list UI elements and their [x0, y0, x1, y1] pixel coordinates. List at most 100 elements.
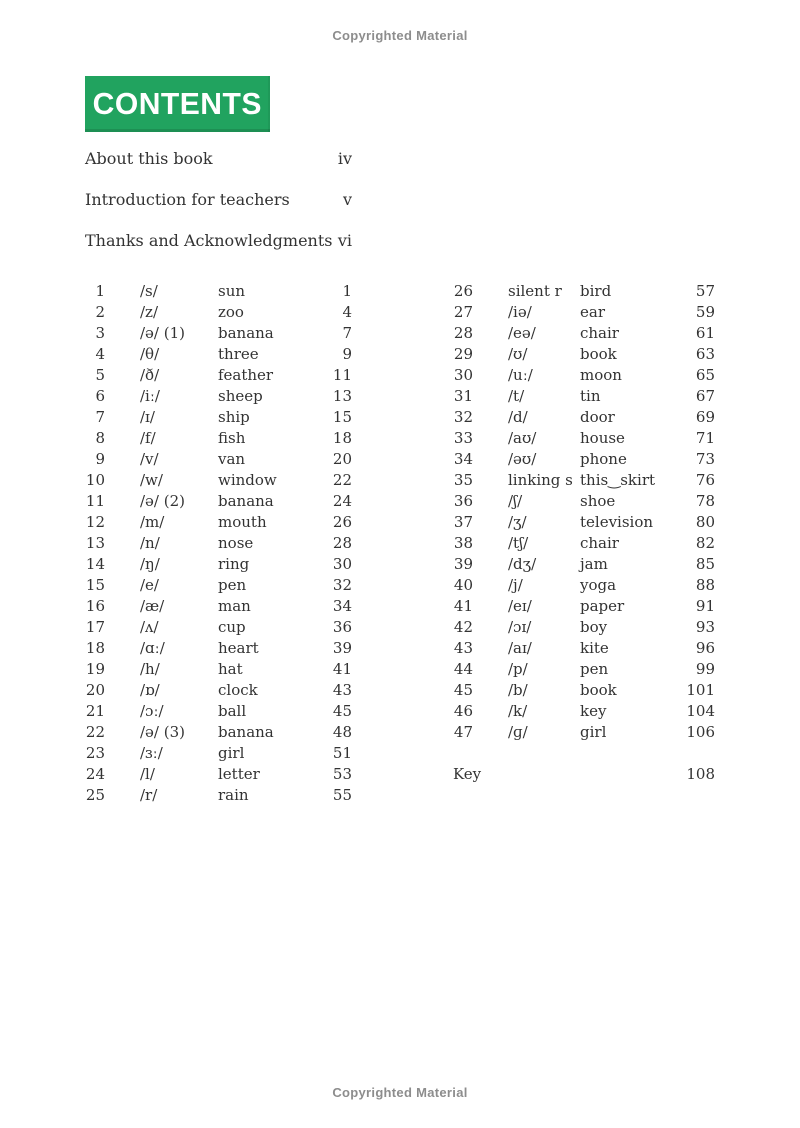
unit-number: 2: [95, 303, 105, 321]
unit-page: 26: [332, 513, 352, 531]
unit-word: sun: [218, 282, 246, 300]
unit-symbol: /əʊ/: [508, 450, 537, 468]
page-title: CONTENTS: [92, 86, 263, 121]
unit-number: 33: [453, 429, 473, 447]
contents-row: 19 /h/ hat 41: [85, 659, 352, 680]
unit-symbol: /ɔɪ/: [508, 618, 532, 636]
unit-page: 28: [332, 534, 352, 552]
unit-symbol: linking s: [508, 471, 573, 489]
unit-number: 45: [453, 681, 473, 699]
contents-row: 45 /b/ book 101: [453, 680, 715, 701]
unit-number: 8: [95, 429, 105, 447]
front-matter-list: About this book iv Introduction for teac…: [85, 150, 352, 273]
unit-page: 57: [695, 282, 715, 300]
unit-word: ball: [218, 702, 247, 720]
contents-row: 7 /ɪ/ ship 15: [85, 407, 352, 428]
unit-page: 45: [332, 702, 352, 720]
unit-symbol: /ɪ/: [140, 408, 155, 426]
unit-word: door: [580, 408, 615, 426]
unit-number: 17: [85, 618, 105, 636]
unit-word: hat: [218, 660, 243, 678]
unit-number: 26: [453, 282, 473, 300]
contents-row: 20 /ɒ/ clock 43: [85, 680, 352, 701]
contents-row: 28 /eə/ chair 61: [453, 323, 715, 344]
unit-number: 25: [85, 786, 105, 804]
unit-page: 24: [332, 492, 352, 510]
contents-row: 17 /ʌ/ cup 36: [85, 617, 352, 638]
unit-word: chair: [580, 534, 619, 552]
unit-symbol: /ə/ (1): [140, 324, 185, 342]
unit-word: rain: [218, 786, 249, 804]
contents-row: 21 /ɔː/ ball 45: [85, 701, 352, 722]
unit-page: 15: [332, 408, 352, 426]
contents-row: 16 /æ/ man 34: [85, 596, 352, 617]
unit-page: 96: [695, 639, 715, 657]
unit-number: 29: [453, 345, 473, 363]
unit-symbol: /s/: [140, 282, 158, 300]
contents-row: 11 /ə/ (2) banana 24: [85, 491, 352, 512]
unit-symbol: /ɒ/: [140, 681, 160, 699]
contents-row: 14 /ŋ/ ring 30: [85, 554, 352, 575]
unit-page: 67: [695, 387, 715, 405]
unit-number: 19: [85, 660, 105, 678]
unit-page: 65: [695, 366, 715, 384]
unit-number: 43: [453, 639, 473, 657]
unit-word: zoo: [218, 303, 244, 321]
unit-number: 16: [85, 597, 105, 615]
unit-word: ear: [580, 303, 605, 321]
unit-number: 20: [85, 681, 105, 699]
contents-row: 6 /iː/ sheep 13: [85, 386, 352, 407]
unit-page: 34: [332, 597, 352, 615]
unit-symbol: /k/: [508, 702, 528, 720]
unit-word: fish: [218, 429, 246, 447]
unit-symbol: /r/: [140, 786, 158, 804]
front-matter-item: Introduction for teachers v: [85, 191, 352, 209]
key-label: Key: [453, 765, 482, 783]
unit-symbol: /ʌ/: [140, 618, 159, 636]
unit-number: 35: [453, 471, 473, 489]
unit-word: jam: [580, 555, 608, 573]
unit-word: window: [218, 471, 277, 489]
front-matter-item: About this book iv: [85, 150, 352, 168]
unit-number: 11: [85, 492, 105, 510]
unit-page: 13: [332, 387, 352, 405]
unit-word: girl: [580, 723, 607, 741]
unit-symbol: /d/: [508, 408, 528, 426]
contents-row: 30 /uː/ moon 65: [453, 365, 715, 386]
unit-word: paper: [580, 597, 625, 615]
unit-page: 22: [332, 471, 352, 489]
unit-page: 55: [332, 786, 352, 804]
unit-word: yoga: [580, 576, 617, 594]
unit-word: three: [218, 345, 259, 363]
unit-number: 12: [85, 513, 105, 531]
unit-word: banana: [218, 723, 274, 741]
contents-row: 32 /d/ door 69: [453, 407, 715, 428]
unit-symbol: /h/: [140, 660, 160, 678]
contents-row: 12 /m/ mouth 26: [85, 512, 352, 533]
unit-number: 18: [85, 639, 105, 657]
unit-word: moon: [580, 366, 622, 384]
unit-number: 27: [453, 303, 473, 321]
unit-number: 38: [453, 534, 473, 552]
unit-symbol: /ə/ (2): [140, 492, 185, 510]
unit-page: 51: [332, 744, 352, 762]
unit-number: 14: [85, 555, 105, 573]
unit-number: 41: [453, 597, 473, 615]
contents-row: 33 /aʊ/ house 71: [453, 428, 715, 449]
contents-row: 18 /ɑː/ heart 39: [85, 638, 352, 659]
unit-word: television: [580, 513, 654, 531]
unit-word: kite: [580, 639, 609, 657]
unit-word: man: [218, 597, 251, 615]
unit-number: 46: [453, 702, 473, 720]
unit-symbol: /eə/: [508, 324, 536, 342]
unit-number: 21: [85, 702, 105, 720]
unit-word: heart: [218, 639, 259, 657]
key-row: Key 108: [453, 764, 715, 785]
unit-page: 88: [695, 576, 715, 594]
unit-symbol: /p/: [508, 660, 528, 678]
unit-page: 7: [342, 324, 352, 342]
unit-symbol: /aɪ/: [508, 639, 532, 657]
unit-number: 7: [95, 408, 105, 426]
front-matter-title: Introduction for teachers: [85, 190, 290, 209]
contents-row: 9 /v/ van 20: [85, 449, 352, 470]
